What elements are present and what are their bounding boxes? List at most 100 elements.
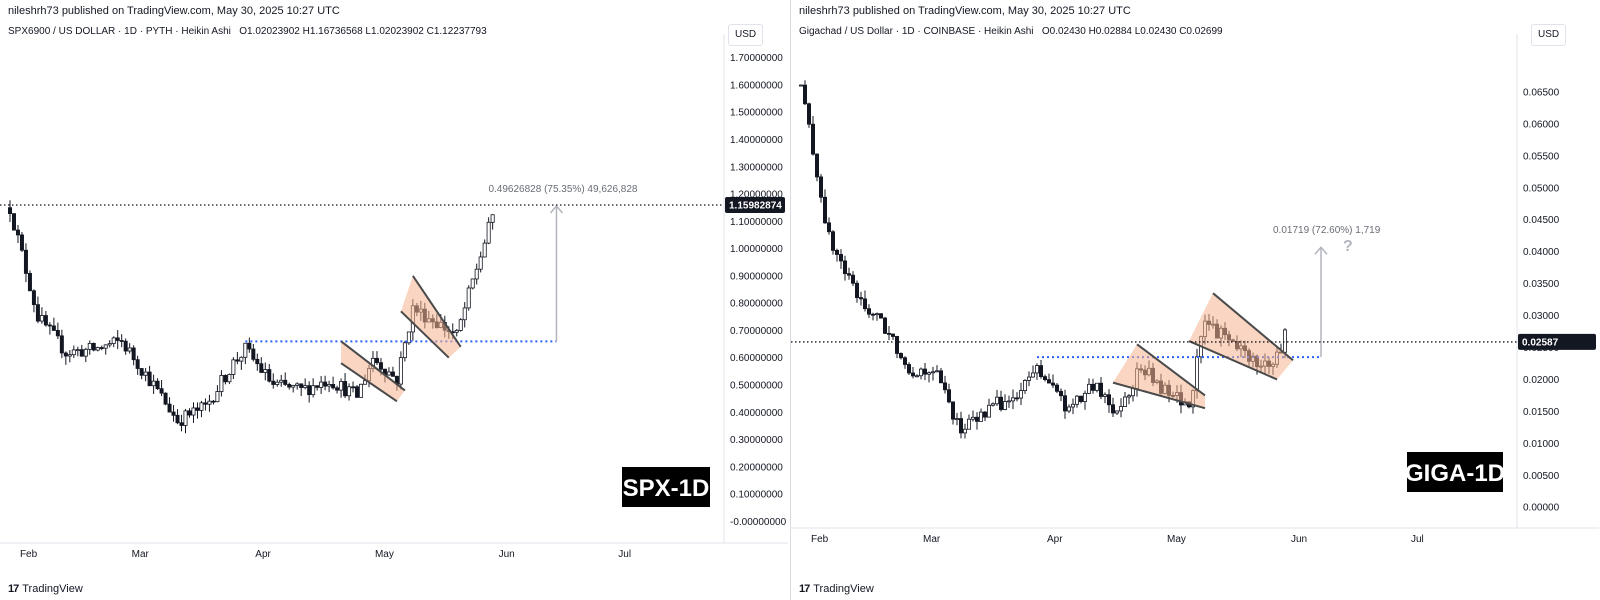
candle-body: [267, 369, 272, 382]
x-tick-label: Mar: [132, 549, 150, 560]
candle-body: [171, 411, 176, 416]
candle-body: [915, 375, 920, 378]
candle-body: [1030, 372, 1035, 378]
candle-body: [139, 368, 144, 376]
currency-button[interactable]: USD: [1531, 24, 1567, 46]
candle-body: [810, 123, 815, 155]
candle-body: [135, 359, 140, 369]
candle-body: [91, 342, 96, 351]
candle-body: [1002, 401, 1007, 410]
candle-body: [1018, 390, 1023, 399]
price-tag-label: 1.15982874: [729, 200, 782, 211]
candle-body: [27, 273, 32, 292]
candle-body: [1026, 376, 1031, 381]
y-tick-label: 0.00500: [1523, 471, 1560, 482]
candle-body: [63, 352, 68, 357]
candle-body: [390, 371, 395, 377]
candle-body: [207, 400, 212, 405]
candle-body: [351, 386, 356, 389]
candle-body: [891, 333, 896, 337]
candle-body: [339, 381, 344, 391]
candle-body: [1066, 406, 1071, 412]
candle-body: [1098, 382, 1103, 397]
candle-body: [315, 385, 320, 388]
candle-body: [143, 371, 148, 376]
candle-body: [398, 357, 403, 385]
candle-body: [311, 385, 316, 396]
candle-body: [1106, 394, 1111, 406]
candle-body: [875, 313, 880, 316]
candle-body: [43, 315, 48, 326]
candle-body: [71, 349, 76, 356]
candle-body: [359, 383, 364, 398]
candle-body: [1070, 403, 1075, 408]
candle-body: [7, 207, 12, 215]
candle-body: [287, 384, 292, 388]
candle-body: [219, 375, 224, 393]
price-chart[interactable]: 1.70000000 1.60000000 1.50000000 1.40000000…: [0, 0, 790, 600]
wedge-upper-trendline: [1212, 292, 1294, 362]
candle-body: [111, 337, 116, 345]
candle-body: [1046, 379, 1051, 384]
candle-body: [847, 273, 852, 276]
candle-body: [934, 370, 939, 373]
candle-body: [163, 392, 168, 405]
candle-body: [974, 416, 979, 422]
candle-body: [386, 371, 391, 376]
tradingview-label: TradingView: [813, 583, 874, 595]
chart-panel-spx: nileshrh73 published on TradingView.com,…: [0, 0, 790, 600]
y-tick-label: 0.60000000: [730, 353, 783, 364]
candle-body: [255, 358, 260, 365]
candle-body: [231, 359, 236, 375]
candle-body: [798, 84, 803, 87]
candle-body: [299, 383, 304, 388]
candle-body: [454, 329, 459, 333]
candle-body: [982, 411, 987, 418]
wedge-lower-trendline: [1188, 340, 1278, 381]
y-tick-label: -0.00000000: [730, 517, 787, 528]
candle-body: [39, 315, 44, 322]
candle-body: [482, 242, 487, 258]
candle-body: [343, 381, 348, 397]
wedge-upper-trendline: [340, 340, 406, 392]
candle-body: [930, 371, 935, 374]
candle-body: [55, 330, 60, 337]
candle-body: [183, 410, 188, 426]
price-tag-box: [725, 196, 785, 213]
candle-body: [835, 249, 840, 255]
candle-body: [378, 362, 383, 370]
candle-body: [355, 386, 360, 398]
publisher-line: nileshrh73 published on TradingView.com,…: [799, 5, 1131, 17]
measured-move-label: 0.01719 (72.60%) 1,719: [1273, 225, 1381, 236]
price-chart[interactable]: 0.06500 0.06000 0.05500 0.05000 0.04500 0.040…: [791, 0, 1600, 600]
tradingview-label: TradingView: [22, 583, 83, 595]
candle-body: [211, 400, 216, 403]
candle-body: [922, 368, 927, 375]
candle-body: [1094, 382, 1099, 391]
candle-body: [167, 403, 172, 413]
y-tick-label: 0.80000000: [730, 299, 783, 310]
candle-body: [1038, 365, 1043, 378]
candle-body: [75, 349, 80, 352]
candle-body: [279, 379, 284, 383]
y-tick-label: 0.40000000: [730, 408, 783, 419]
candle-body: [31, 290, 36, 306]
y-tick-label: 1.10000000: [730, 217, 783, 228]
arrow-head-icon: [549, 204, 564, 214]
candle-body: [926, 372, 931, 375]
candle-body: [155, 380, 160, 390]
currency-button[interactable]: USD: [728, 24, 764, 46]
candle-body: [958, 418, 963, 434]
candle-body: [883, 317, 888, 334]
candle-body: [1122, 396, 1127, 407]
candle-body: [994, 396, 999, 405]
candle-body: [291, 385, 296, 388]
candle-body: [99, 347, 104, 349]
candle-body: [1074, 395, 1079, 405]
ohlc-values: O0.02430 H0.02884 L0.02430 C0.02699: [1041, 26, 1223, 37]
candle-body: [942, 382, 947, 391]
tradingview-logo-icon: 17: [8, 583, 19, 595]
candle-body: [466, 287, 471, 309]
y-tick-label: 1.30000000: [730, 162, 783, 173]
candle-body: [1110, 404, 1115, 414]
